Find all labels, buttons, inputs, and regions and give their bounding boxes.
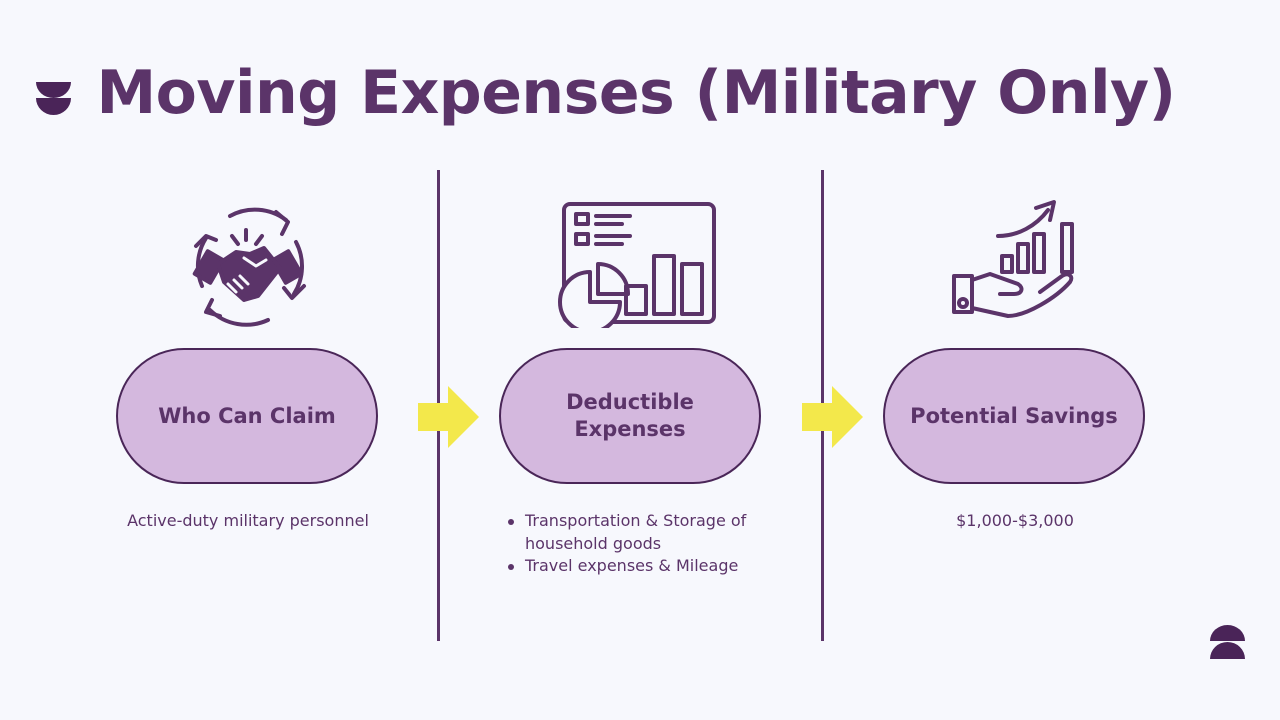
handshake-cycle-icon bbox=[192, 207, 306, 327]
step-label: Deductible Expenses bbox=[566, 390, 694, 441]
list-item: Transportation & Storage of household go… bbox=[506, 510, 776, 555]
arrow-right-icon bbox=[418, 386, 479, 448]
dashboard-report-icon bbox=[558, 202, 716, 328]
arrow-right-icon bbox=[802, 386, 863, 448]
step-label: Who Can Claim bbox=[158, 403, 336, 428]
step-pill-potential-savings: Potential Savings bbox=[883, 348, 1145, 484]
brand-logo-icon bbox=[1210, 625, 1245, 659]
step-description: $1,000-$3,000 bbox=[956, 511, 1074, 530]
slide-title-text: Moving Expenses (Military Only) bbox=[96, 58, 1176, 128]
deductible-expenses-list: Transportation & Storage of household go… bbox=[506, 510, 776, 578]
slide-title: Moving Expenses (Military Only) bbox=[0, 58, 1264, 128]
step-pill-who-can-claim: Who Can Claim bbox=[116, 348, 378, 484]
hand-growth-chart-icon bbox=[952, 200, 1074, 318]
brand-logo-icon bbox=[36, 82, 71, 115]
step-pill-deductible-expenses: Deductible Expenses bbox=[499, 348, 761, 484]
step-label: Potential Savings bbox=[910, 403, 1118, 428]
step-description: Active-duty military personnel bbox=[127, 511, 369, 530]
list-item: Travel expenses & Mileage bbox=[506, 555, 776, 578]
